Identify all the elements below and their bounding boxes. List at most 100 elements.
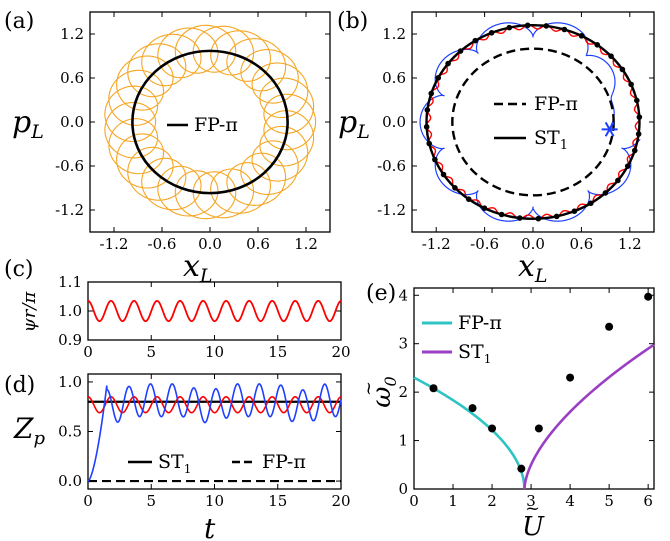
panel-b-xtick-label: -1.2 <box>422 235 451 253</box>
panel-b-xtick-label: 0.6 <box>569 235 593 253</box>
panel-d-xtick-label: 20 <box>331 492 350 510</box>
panel-e-xtick-label: 1 <box>448 492 458 510</box>
panel-e-ytick-label: 2 <box>398 383 408 401</box>
panel-b-marker <box>594 42 601 48</box>
panel-c-xtick-label: 15 <box>268 343 287 361</box>
panel-a-fp-circle <box>131 49 289 195</box>
panel-b-ytick-label: 0.6 <box>382 69 406 87</box>
panel-b-marker <box>543 23 550 29</box>
panel-b-red-orbit <box>425 23 641 221</box>
panel-b-marker <box>452 185 458 191</box>
panel-a-ytick-label: 0.6 <box>60 69 84 87</box>
panel-b-xtick-label: 0.0 <box>521 235 545 253</box>
panel-b-axes: -1.2 -0.6 0.0 0.6 1.2 1.2 0.6 0.0 -0.6 -1.2 <box>377 11 655 253</box>
panel-b-marker <box>457 48 464 54</box>
panel-c-ytick-label: 1.1 <box>58 273 82 291</box>
panel-c-red-line <box>87 299 342 323</box>
panel-b-ytick-label: 0.0 <box>382 113 406 131</box>
svg-text:ω0: ω0 <box>367 376 400 407</box>
panel-e-data-point <box>644 292 653 301</box>
panel-d-legend-st1-label: ST1 <box>158 451 191 476</box>
panel-b-marker <box>440 171 447 178</box>
panel-e-data-point <box>566 373 575 382</box>
panel-label-c: (c) <box>4 257 34 282</box>
panel-a-xtick-label: -1.2 <box>100 235 129 253</box>
panel-b-fp-dashed-circle <box>451 47 615 197</box>
panel-e-ytick-label: 0 <box>398 480 408 498</box>
panel-e-legend-st1-label: ST1 <box>458 341 491 366</box>
panel-d-legend-st1-sub: 1 <box>184 462 192 476</box>
panel-e-legend-fp-label: FP-π <box>458 312 502 334</box>
panel-b-marker <box>619 66 626 73</box>
panel-b-marker <box>636 114 643 120</box>
panel-b-xlabel-main: x <box>518 249 535 284</box>
panel-e-ylabel-main: ω <box>367 386 397 407</box>
panel-d-xtick-label: 10 <box>205 492 224 510</box>
panel-e-data-point <box>605 322 614 331</box>
panel-d-xtick-label: 15 <box>268 492 287 510</box>
panel-a-xlabel-main: x <box>183 249 200 284</box>
panel-b-marker <box>506 24 513 31</box>
panel-e-ytick-label: 4 <box>398 286 408 304</box>
panel-c-xtick-label: 0 <box>83 343 93 361</box>
panel-b-xtick-label: -0.6 <box>470 235 499 253</box>
panel-c-ytick-label: 1.0 <box>58 302 82 320</box>
panel-b-marker <box>424 107 431 113</box>
panel-e-xtick-label: 2 <box>487 492 497 510</box>
panel-b-marker <box>602 190 609 196</box>
panel-a-xlabel-sub: L <box>199 265 213 287</box>
panel-c-ytick-label: 0.9 <box>58 331 82 349</box>
panel-b-marker <box>481 205 488 211</box>
panel-b-ylabel: pL <box>338 105 370 143</box>
panel-d-blue-line <box>87 383 342 482</box>
panel-a-ylabel-sub: L <box>30 121 44 143</box>
panel-b-marker <box>587 200 594 207</box>
panel-e-xlabel-main: U <box>522 512 545 541</box>
panel-d-legend-fp-label: FP-π <box>262 451 306 473</box>
panel-a-ytick-label: -1.2 <box>55 201 84 219</box>
panel-a-orange-orbit <box>104 24 317 220</box>
panel-e-data-point <box>534 424 543 433</box>
panel-e-xtick-label: 3 <box>526 492 536 510</box>
panel-b-marker <box>432 156 438 163</box>
panel-b-marker <box>524 22 531 29</box>
panel-b-legend-st1-label: ST1 <box>534 127 568 153</box>
panel-c-xtick-label: 10 <box>205 343 224 361</box>
panel-e-data-point <box>429 384 438 393</box>
panel-d-ytick-label: 0.5 <box>58 423 82 441</box>
panel-b-blue-trajectory <box>419 22 641 222</box>
panel-e-xlabel-tilde: ~ <box>525 498 540 519</box>
panel-c-axes: 0 5 10 15 20 1.1 1.0 0.9 <box>58 273 350 361</box>
panel-a-ytick-label: 1.2 <box>60 25 84 43</box>
panel-e-ytick-label: 1 <box>398 432 408 450</box>
panel-b-marker <box>435 75 442 81</box>
panel-a-xtick-label: 0.0 <box>198 235 222 253</box>
panel-e-ylabel: ω0 ~ <box>358 376 400 407</box>
panel-label-d: (d) <box>4 373 35 398</box>
panel-b-ylabel-main: p <box>338 105 357 140</box>
panel-b-ytick-label: 1.2 <box>382 25 406 43</box>
panel-b-marker <box>608 53 614 59</box>
panel-e-xtick-label: 5 <box>604 492 614 510</box>
panel-c-xtick-label: 20 <box>331 343 350 361</box>
panel-b-ylabel-sub: L <box>356 121 370 143</box>
panel-e-xtick-label: 0 <box>409 492 419 510</box>
panel-b-marker <box>423 124 430 130</box>
panel-b-marker <box>445 60 451 67</box>
panel-b-xlabel-sub: L <box>534 265 548 287</box>
panel-b-marker <box>571 208 578 214</box>
panel-d-xtick-label: 5 <box>146 492 156 510</box>
panel-a-ytick-label: 0.0 <box>60 113 84 131</box>
panel-b-start-star <box>601 121 618 137</box>
panel-b-marker <box>465 196 472 202</box>
panel-b-ytick-label: -0.6 <box>377 157 406 175</box>
panel-b-marker <box>578 33 585 39</box>
panel-e-frame <box>413 287 655 490</box>
panel-d-xtick-label: 0 <box>83 492 93 510</box>
panel-e-axes: 0 1 2 3 4 5 6 0 1 2 3 4 <box>398 286 655 510</box>
panel-e-data-point <box>468 404 477 413</box>
panel-c-ylabel: ψr/π <box>19 291 40 333</box>
panel-a-xtick-label: 0.6 <box>246 235 270 253</box>
panel-b-marker <box>624 163 631 169</box>
